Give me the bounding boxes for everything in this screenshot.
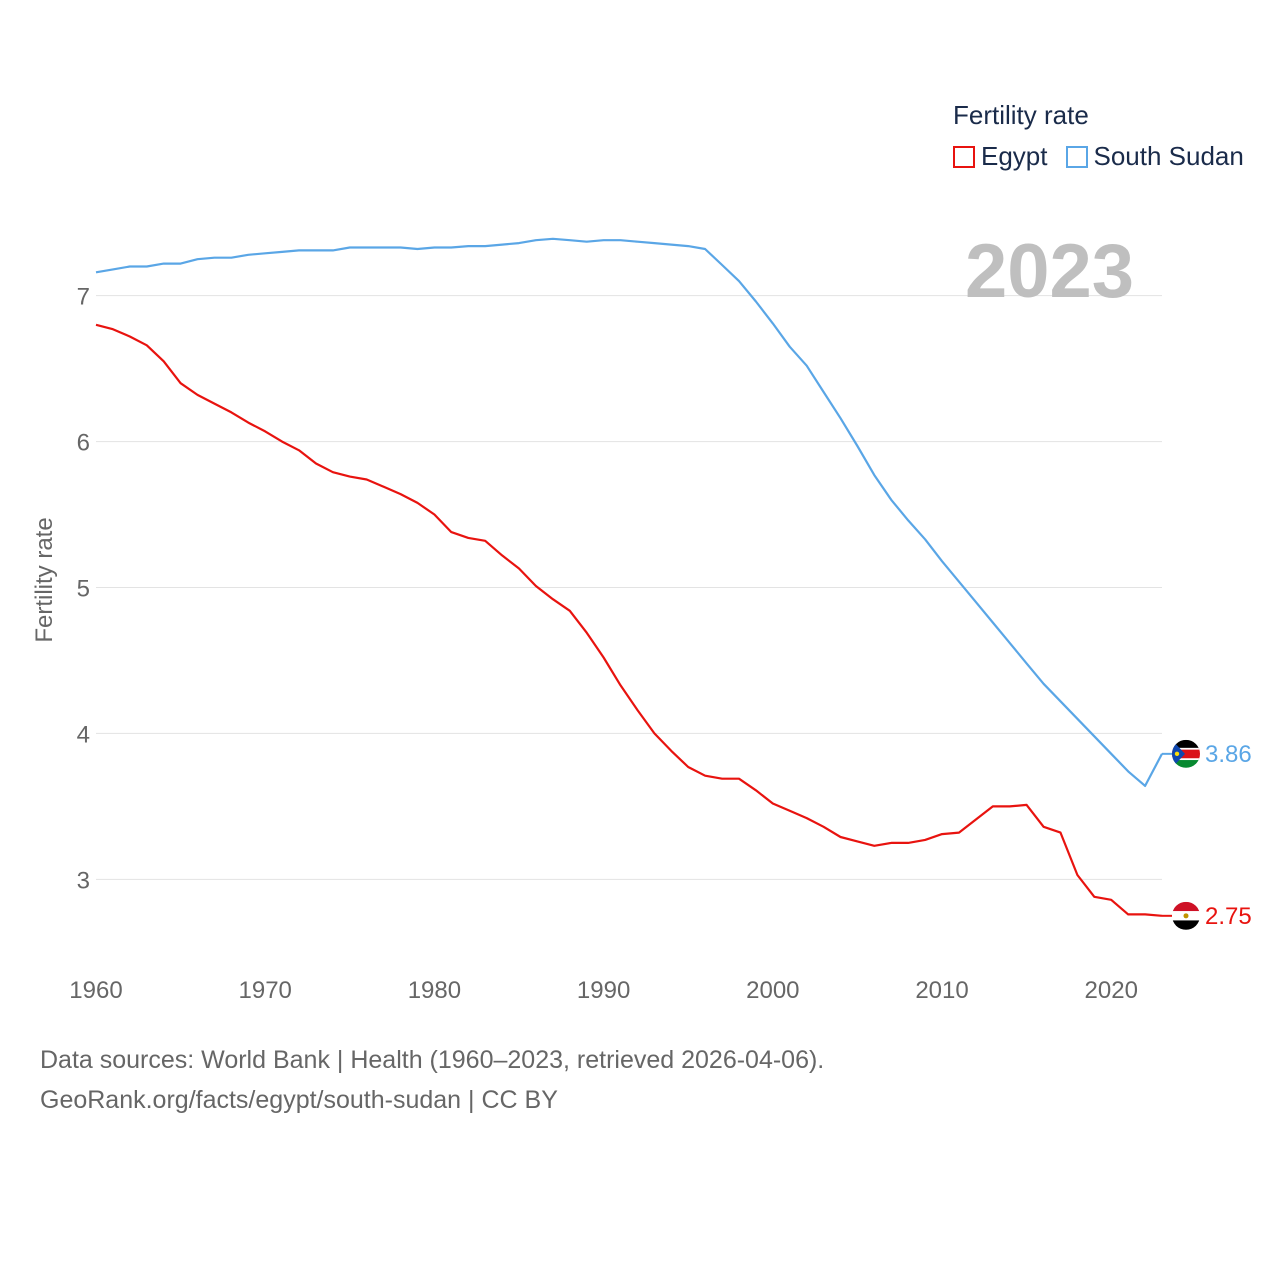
series-line-south-sudan[interactable] [95, 237, 1163, 788]
egypt-swatch-icon [953, 145, 975, 168]
source-link[interactable]: GeoRank.org/facts/egypt/south-sudan [40, 1086, 462, 1114]
egypt-flag-icon [1172, 901, 1200, 930]
legend-label-egypt: Egypt [981, 141, 1048, 171]
y-axis-title: Fertility rate [31, 517, 58, 642]
x-tick-label: 2010 [915, 977, 968, 1004]
x-tick-label: 1990 [577, 977, 630, 1004]
end-value-label-south-sudan: 3.86 [1205, 741, 1252, 768]
x-tick-label: 2020 [1085, 977, 1138, 1004]
current-year-label: 2023 [965, 229, 1135, 314]
south-sudan-swatch-icon [1065, 145, 1088, 168]
end-value-label-egypt: 2.75 [1205, 903, 1252, 930]
series-line-egypt[interactable] [95, 323, 1163, 917]
south-sudan-flag-icon [1172, 739, 1200, 768]
x-tick-label: 2000 [746, 977, 799, 1004]
y-tick-label: 5 [77, 576, 90, 603]
legend-title: Fertility rate [953, 100, 1089, 130]
legend-item-egypt[interactable]: Egypt [953, 141, 1048, 172]
license-text: | CC BY [461, 1086, 558, 1114]
x-tick-label: 1980 [408, 977, 461, 1004]
legend: Fertility rate Egypt South Sudan [953, 100, 1262, 172]
x-tick-label: 1970 [239, 977, 292, 1004]
legend-label-south-sudan: South Sudan [1093, 141, 1244, 171]
y-tick-label: 6 [77, 430, 90, 457]
data-sources-text: Data sources: World Bank | Health (1960–… [40, 1046, 825, 1074]
legend-item-south-sudan[interactable]: South Sudan [1065, 141, 1244, 172]
x-tick-label: 1960 [69, 977, 122, 1004]
y-tick-label: 7 [77, 284, 90, 311]
y-tick-label: 4 [77, 721, 90, 748]
y-tick-label: 3 [77, 867, 90, 894]
footer: Data sources: World Bank | Health (1960–… [40, 1040, 824, 1120]
